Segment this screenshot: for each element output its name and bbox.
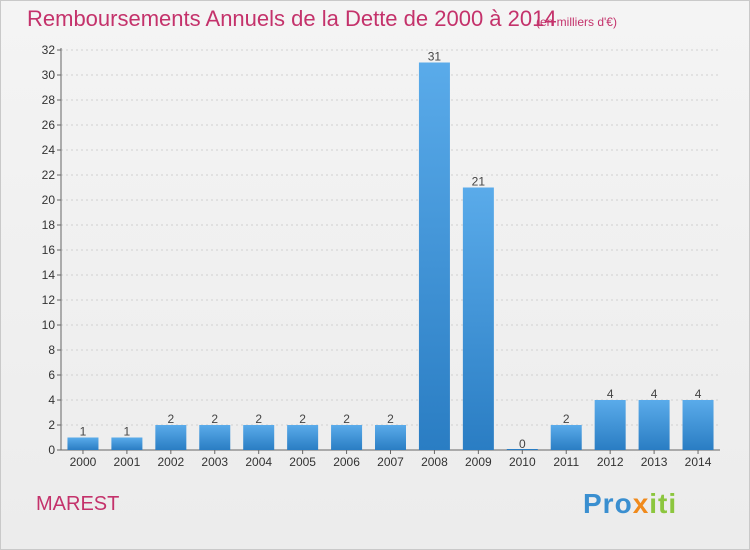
data-label: 4 xyxy=(607,387,614,401)
x-tick-label: 2008 xyxy=(421,455,448,469)
bar xyxy=(67,437,99,450)
y-tick-label: 32 xyxy=(42,43,56,57)
y-tick-label: 28 xyxy=(42,93,56,107)
x-tick-label: 2002 xyxy=(157,455,184,469)
x-tick-label: 2007 xyxy=(377,455,404,469)
y-tick-label: 4 xyxy=(48,393,55,407)
data-label: 4 xyxy=(651,387,658,401)
bar xyxy=(594,400,626,450)
y-tick-label: 2 xyxy=(48,418,55,432)
data-label: 1 xyxy=(80,425,87,439)
bar xyxy=(550,425,582,450)
data-label: 2 xyxy=(387,412,394,426)
bar xyxy=(111,437,143,450)
y-tick-label: 6 xyxy=(48,368,55,382)
data-label: 31 xyxy=(428,50,442,64)
x-tick-label: 2005 xyxy=(289,455,316,469)
x-tick-label: 2006 xyxy=(333,455,360,469)
x-tick-label: 2010 xyxy=(509,455,536,469)
y-tick-label: 8 xyxy=(48,343,55,357)
data-label: 4 xyxy=(695,387,702,401)
bar xyxy=(199,425,231,450)
bar xyxy=(682,400,714,450)
bar xyxy=(287,425,319,450)
chart-title: Remboursements Annuels de la Dette de 20… xyxy=(27,6,557,31)
data-label: 21 xyxy=(472,175,486,189)
y-tick-label: 10 xyxy=(42,318,56,332)
commune-name: MAREST xyxy=(36,493,120,515)
x-tick-label: 2004 xyxy=(245,455,272,469)
data-label: 2 xyxy=(255,412,262,426)
bar xyxy=(462,187,494,450)
bar xyxy=(375,425,406,450)
x-tick-label: 2013 xyxy=(641,455,668,469)
data-label: 2 xyxy=(299,412,306,426)
y-tick-label: 30 xyxy=(42,68,56,82)
x-tick-label: 2001 xyxy=(114,455,141,469)
data-label: 0 xyxy=(519,437,526,451)
chart-unit: (en milliers d'€) xyxy=(536,15,617,29)
y-tick-label: 12 xyxy=(42,293,56,307)
y-tick-label: 20 xyxy=(42,193,56,207)
data-label: 2 xyxy=(211,412,218,426)
y-tick-label: 24 xyxy=(42,143,56,157)
bar xyxy=(638,400,670,450)
bar xyxy=(243,425,275,450)
x-tick-label: 2011 xyxy=(553,455,579,469)
x-tick-label: 2014 xyxy=(685,455,712,469)
bar xyxy=(418,62,450,450)
data-label: 2 xyxy=(167,412,174,426)
y-tick-label: 14 xyxy=(42,268,56,282)
y-tick-label: 22 xyxy=(42,168,56,182)
data-label: 2 xyxy=(343,412,350,426)
proxiti-logo[interactable]: Proxiti xyxy=(583,488,678,519)
y-tick-label: 26 xyxy=(42,118,56,132)
bar xyxy=(331,425,363,450)
data-label: 1 xyxy=(124,425,131,439)
x-tick-label: 2000 xyxy=(70,455,97,469)
y-tick-label: 16 xyxy=(42,243,56,257)
data-label: 2 xyxy=(563,412,570,426)
y-tick-label: 0 xyxy=(48,443,55,457)
bar xyxy=(155,425,187,450)
x-tick-label: 2003 xyxy=(201,455,228,469)
x-tick-label: 2012 xyxy=(597,455,624,469)
y-tick-label: 18 xyxy=(42,218,56,232)
x-tick-label: 2009 xyxy=(465,455,492,469)
